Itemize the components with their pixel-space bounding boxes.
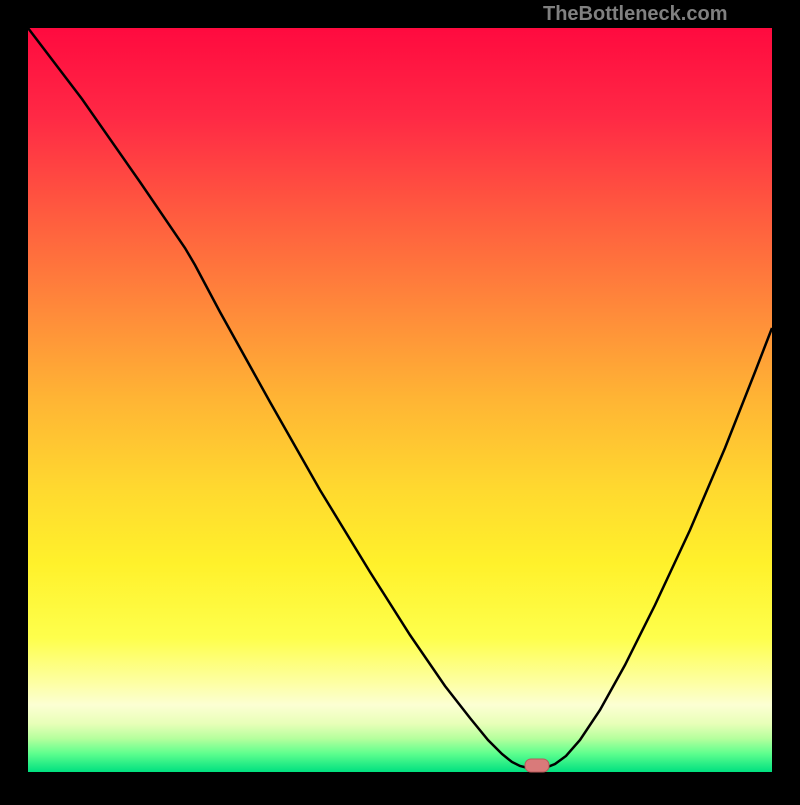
optimal-marker [525,759,549,772]
attribution-label: TheBottleneck.com [543,3,727,26]
bottleneck-chart [0,0,800,800]
chart-gradient-area [28,28,772,772]
